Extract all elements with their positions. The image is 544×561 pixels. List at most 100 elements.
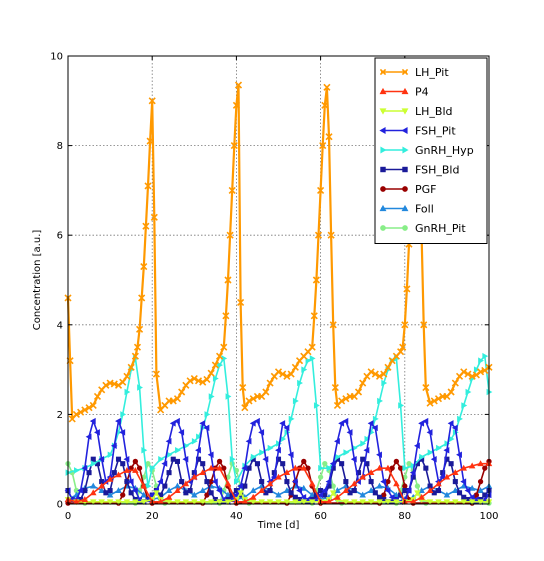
- data-point: [220, 343, 228, 351]
- data-point: [375, 372, 384, 380]
- data-point: [464, 487, 471, 494]
- data-point: [329, 321, 337, 329]
- data-point: [174, 417, 180, 425]
- data-point: [98, 455, 105, 463]
- data-point: [379, 127, 386, 134]
- data-point: [146, 137, 154, 145]
- data-point: [191, 499, 198, 506]
- data-point: [297, 379, 303, 387]
- data-point: [409, 469, 416, 476]
- data-point: [402, 464, 409, 472]
- data-point: [301, 458, 307, 465]
- data-point: [325, 478, 332, 485]
- data-point: [216, 499, 223, 506]
- data-point: [161, 460, 168, 467]
- data-point: [259, 479, 265, 485]
- data-point: [380, 370, 388, 378]
- data-point: [267, 488, 273, 494]
- data-point: [477, 368, 485, 376]
- data-point: [258, 487, 265, 493]
- data-point: [372, 490, 378, 496]
- data-point: [132, 499, 139, 506]
- data-point: [436, 444, 442, 452]
- data-point: [321, 101, 329, 109]
- data-point: [287, 370, 295, 378]
- data-point: [460, 368, 468, 376]
- data-point: [414, 483, 421, 489]
- data-point: [482, 352, 489, 360]
- data-point: [245, 438, 252, 445]
- data-point: [308, 480, 316, 487]
- data-point: [136, 465, 143, 471]
- data-point: [401, 204, 409, 212]
- data-point: [376, 482, 383, 489]
- data-point: [367, 499, 375, 506]
- data-point: [275, 473, 282, 480]
- data-point: [275, 446, 281, 454]
- data-point: [102, 381, 110, 389]
- data-point: [169, 397, 177, 405]
- data-point: [90, 499, 97, 506]
- data-point: [397, 465, 404, 471]
- data-point: [296, 487, 302, 494]
- data-point: [267, 444, 274, 452]
- x-tick-label: 20: [146, 511, 159, 522]
- data-point: [405, 487, 412, 494]
- data-point: [123, 466, 131, 473]
- data-point: [331, 383, 339, 392]
- data-point: [182, 499, 190, 506]
- data-point: [301, 366, 308, 373]
- legend-entry: PGF: [380, 183, 436, 196]
- data-point: [165, 493, 173, 500]
- data-point: [300, 499, 308, 506]
- data-point: [427, 449, 434, 456]
- data-point: [74, 467, 80, 474]
- data-point: [379, 68, 387, 76]
- data-point: [204, 479, 210, 485]
- data-point: [393, 458, 400, 465]
- data-point: [418, 420, 425, 427]
- data-point: [330, 483, 336, 489]
- data-point: [232, 101, 240, 109]
- data-point: [196, 433, 202, 441]
- data-point: [279, 420, 286, 427]
- data-point: [420, 321, 428, 329]
- data-point: [380, 225, 386, 231]
- data-point: [262, 455, 269, 463]
- data-point: [327, 231, 335, 239]
- data-point: [460, 464, 467, 471]
- data-point: [371, 370, 379, 378]
- data-point: [452, 469, 459, 476]
- data-point: [279, 370, 287, 378]
- data-point: [468, 372, 476, 380]
- data-point: [318, 464, 325, 472]
- data-point: [399, 343, 407, 351]
- legend-label: PGF: [415, 183, 436, 196]
- y-tick-label: 8: [57, 141, 63, 152]
- data-point: [131, 352, 139, 360]
- data-point: [354, 388, 363, 396]
- data-point: [468, 462, 476, 469]
- data-point: [447, 420, 454, 427]
- legend-entry: LH_Pit: [379, 66, 449, 79]
- data-point: [308, 499, 316, 506]
- data-point: [228, 186, 236, 194]
- data-point: [360, 440, 367, 447]
- data-point: [237, 490, 244, 497]
- data-point: [204, 411, 211, 418]
- data-point: [178, 388, 186, 396]
- data-point: [451, 379, 459, 387]
- data-point: [426, 487, 434, 493]
- data-point: [291, 478, 298, 485]
- data-point: [128, 490, 134, 496]
- data-point: [275, 491, 282, 498]
- data-point: [191, 473, 198, 480]
- data-point: [342, 499, 350, 506]
- data-point: [305, 465, 311, 471]
- data-point: [322, 461, 328, 467]
- data-point: [342, 417, 349, 425]
- data-point: [312, 276, 320, 284]
- y-tick-label: 2: [57, 410, 63, 421]
- data-point: [229, 455, 236, 463]
- data-point: [266, 480, 274, 487]
